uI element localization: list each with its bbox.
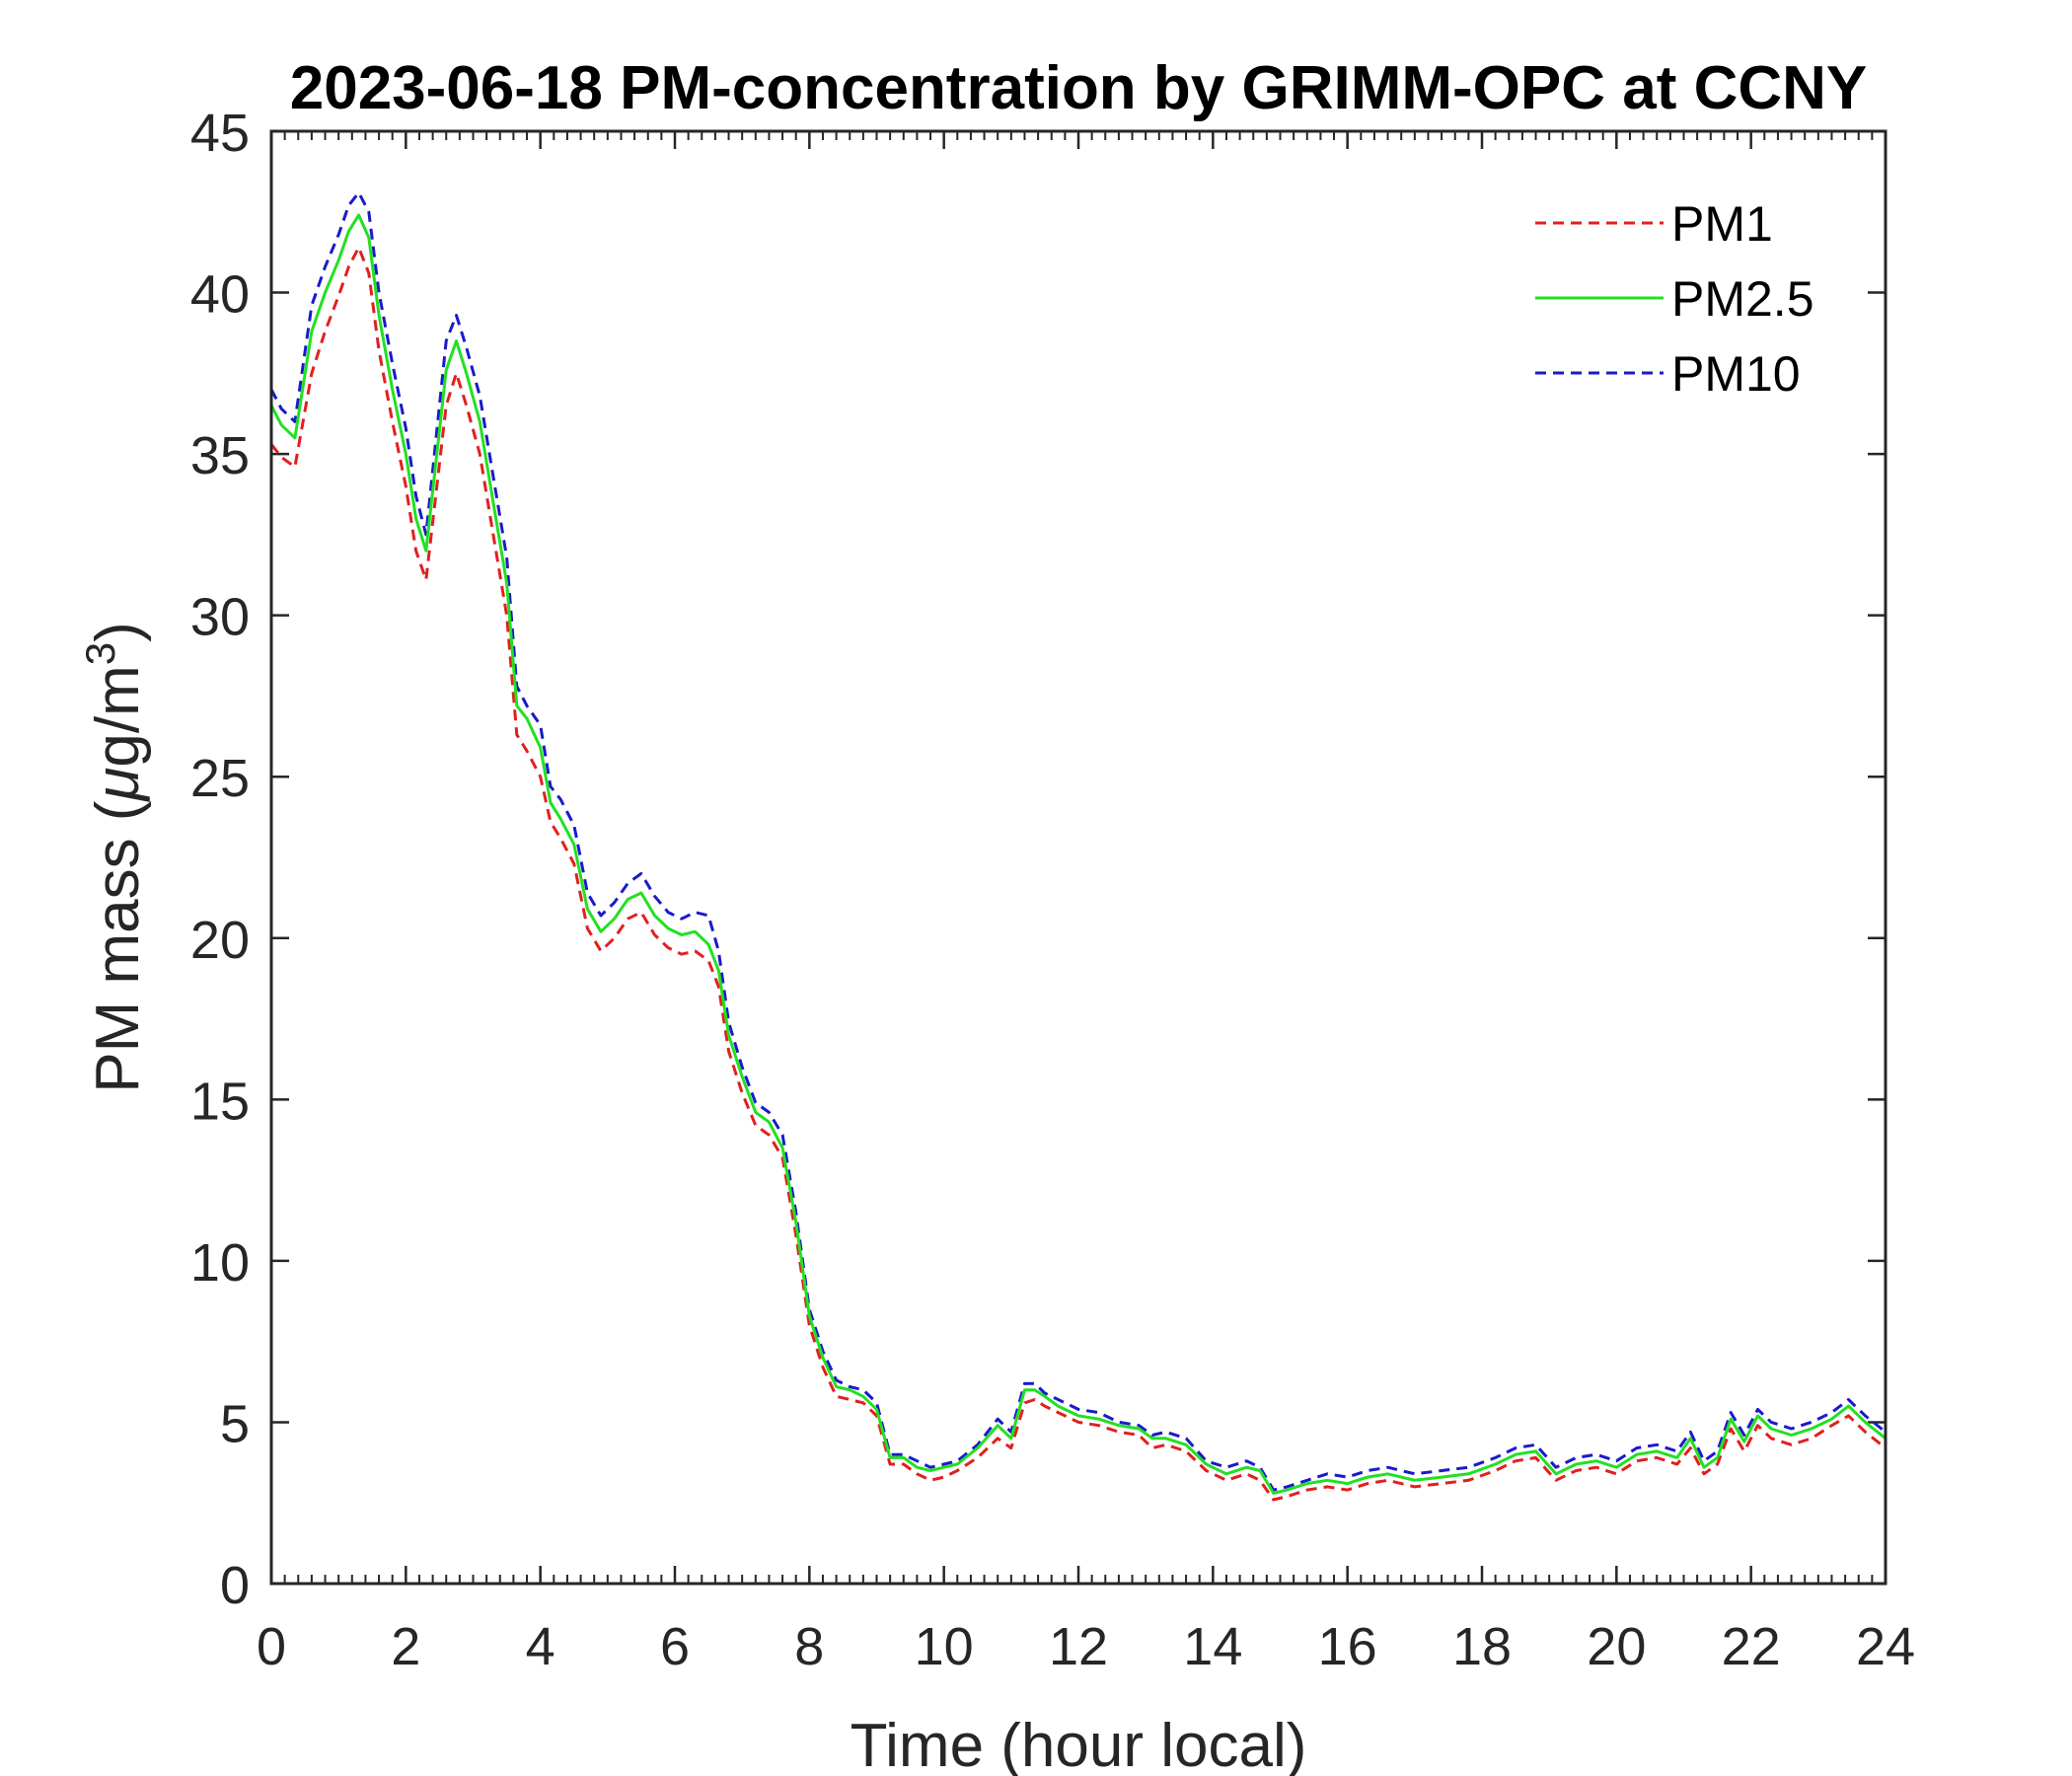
chart-title: 2023-06-18 PM-concentration by GRIMM-OPC… [290, 54, 1868, 122]
legend-label: PM2.5 [1671, 271, 1814, 327]
legend-label: PM1 [1671, 196, 1773, 252]
y-axis-label-mu: μ [84, 768, 152, 803]
x-tick-label: 22 [1722, 1617, 1781, 1676]
y-tick-label: 5 [220, 1394, 250, 1453]
x-tick-label: 16 [1318, 1617, 1377, 1676]
x-tick-label: 14 [1183, 1617, 1242, 1676]
series-line-pm10 [269, 190, 1887, 1492]
data-series [269, 190, 1887, 1502]
y-tick-labels: 0 5 10 15 20 25 30 35 40 45 [190, 104, 250, 1615]
x-tick-label: 2 [391, 1617, 420, 1676]
x-tick-label: 18 [1452, 1617, 1512, 1676]
x-tick-label: 0 [257, 1617, 286, 1676]
plot-area-border [269, 129, 1887, 1586]
y-axis-label: PM mass (μg/m3) [77, 622, 152, 1093]
y-tick-label: 30 [190, 588, 250, 647]
y-tick-label: 35 [190, 426, 250, 485]
x-tick-label: 6 [660, 1617, 690, 1676]
x-axis-label: Time (hour local) [851, 1712, 1307, 1776]
series-line-pm1 [269, 246, 1887, 1502]
x-tick-label: 8 [794, 1617, 824, 1676]
y-axis-label-superscript: 3 [77, 642, 123, 665]
series-line-pm2-5 [269, 213, 1887, 1495]
y-axis-label-unit: g/m [84, 665, 152, 767]
y-tick-label: 0 [220, 1556, 250, 1615]
legend-label: PM10 [1671, 346, 1801, 402]
y-axis-label-main: PM mass ( [84, 800, 152, 1093]
x-tick-labels: 0 2 4 6 8 10 12 14 16 18 20 22 24 [257, 1617, 1915, 1676]
y-tick-label: 25 [190, 749, 250, 808]
y-tick-label: 15 [190, 1072, 250, 1131]
x-tick-label: 20 [1587, 1617, 1646, 1676]
x-tick-label: 24 [1856, 1617, 1915, 1676]
y-axis-label-close: ) [84, 622, 152, 642]
x-tick-label: 12 [1049, 1617, 1108, 1676]
y-tick-label: 10 [190, 1233, 250, 1293]
x-tick-label: 4 [526, 1617, 555, 1676]
x-tick-label: 10 [915, 1617, 974, 1676]
legend: PM1 PM2.5 PM10 [1535, 196, 1814, 402]
y-tick-label: 20 [190, 911, 250, 970]
y-tick-label: 40 [190, 265, 250, 325]
y-tick-label: 45 [190, 104, 250, 163]
